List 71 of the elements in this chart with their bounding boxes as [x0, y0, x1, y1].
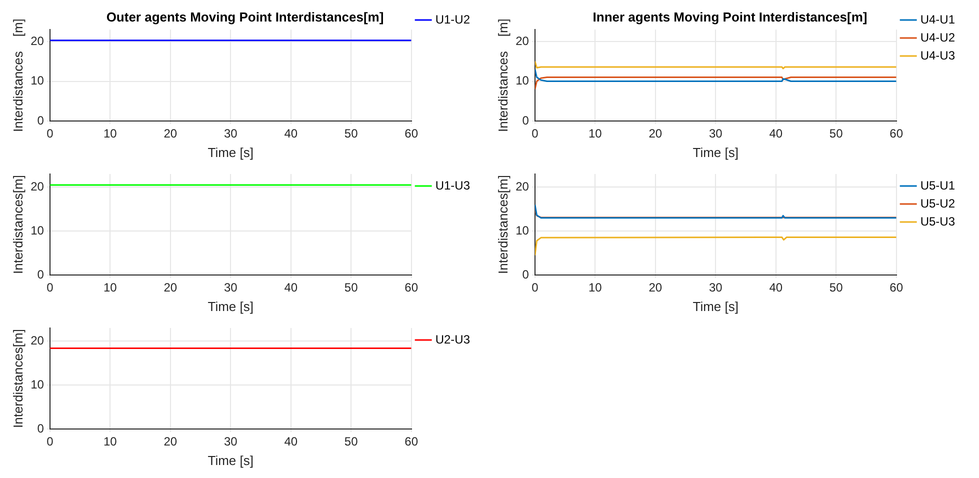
legend-label: U4-U3	[920, 48, 956, 62]
x-tick-label: 60	[890, 280, 904, 295]
x-tick-label: 0	[532, 126, 539, 141]
x-tick-label: 10	[103, 280, 118, 295]
y-tick-label: 20	[30, 333, 44, 348]
legend-label: U5-U3	[920, 214, 956, 228]
x-tick-label: 20	[648, 280, 662, 295]
x-tick-label: 30	[224, 434, 238, 449]
y-tick-label: 0	[37, 267, 44, 282]
y-axis-title: Interdistances [m]	[495, 18, 510, 132]
legend-label: U4-U1	[920, 12, 956, 26]
x-tick-label: 10	[588, 280, 602, 295]
chart-title: Inner agents Moving Point Interdistances[m]	[592, 9, 868, 24]
x-tick-label: 40	[284, 280, 298, 295]
y-axis-title: Interdistances[m]	[10, 175, 26, 274]
y-tick-label: 10	[30, 223, 44, 238]
legend-label: U5-U2	[920, 196, 956, 210]
x-tick-label: 20	[648, 126, 662, 141]
y-tick-label: 0	[37, 421, 44, 436]
chart-title: Outer agents Moving Point Interdistances[m]	[106, 9, 384, 24]
x-axis-title: Time [s]	[692, 298, 739, 314]
y-tick-label: 0	[522, 113, 530, 128]
x-tick-label: 10	[588, 126, 602, 141]
x-tick-label: 50	[344, 434, 358, 449]
y-axis-title: Interdistances [m]	[10, 18, 26, 132]
x-tick-label: 60	[890, 126, 904, 141]
x-tick-label: 10	[103, 126, 118, 141]
x-tick-label: 0	[532, 280, 539, 295]
x-tick-label: 50	[344, 280, 358, 295]
x-tick-label: 60	[404, 434, 418, 449]
y-tick-label: 20	[30, 179, 44, 194]
legend-label: U5-U1	[920, 178, 956, 192]
x-tick-label: 10	[103, 434, 118, 449]
y-tick-label: 20	[30, 34, 44, 48]
y-axis-title: Interdistances[m]	[10, 329, 26, 428]
x-tick-label: 20	[164, 434, 178, 449]
x-axis-title: Time [s]	[692, 144, 739, 160]
x-tick-label: 30	[708, 280, 723, 295]
x-tick-label: 20	[164, 126, 178, 141]
x-tick-label: 0	[46, 434, 54, 449]
y-tick-label: 10	[516, 74, 530, 88]
legend-label: U1-U2	[435, 12, 470, 26]
x-tick-label: 30	[224, 280, 238, 295]
x-tick-label: 40	[284, 126, 298, 141]
x-tick-label: 50	[344, 126, 358, 141]
y-tick-label: 10	[30, 377, 44, 392]
x-axis-title: Time [s]	[208, 144, 254, 160]
y-tick-label: 0	[37, 113, 44, 128]
x-tick-label: 40	[284, 434, 298, 449]
y-tick-label: 10	[516, 223, 530, 238]
x-tick-label: 20	[164, 280, 178, 295]
y-tick-label: 20	[516, 179, 530, 194]
x-axis-title: Time [s]	[208, 298, 254, 314]
x-tick-label: 60	[404, 280, 418, 295]
x-tick-label: 30	[708, 126, 723, 141]
x-tick-label: 50	[829, 126, 844, 141]
y-tick-label: 10	[30, 74, 44, 88]
x-tick-label: 60	[404, 126, 418, 141]
legend-label: U2-U3	[435, 332, 470, 346]
x-tick-label: 0	[46, 280, 54, 295]
x-tick-label: 0	[46, 126, 54, 141]
x-tick-label: 40	[769, 280, 783, 295]
y-axis-title: Interdistances[m]	[495, 175, 510, 274]
x-tick-label: 30	[224, 126, 238, 141]
x-tick-label: 50	[829, 280, 844, 295]
y-tick-label: 20	[516, 34, 530, 48]
legend-label: U1-U3	[435, 178, 470, 192]
x-tick-label: 40	[769, 126, 783, 141]
y-tick-label: 0	[522, 267, 530, 282]
legend-label: U4-U2	[920, 30, 956, 44]
x-axis-title: Time [s]	[208, 452, 254, 468]
